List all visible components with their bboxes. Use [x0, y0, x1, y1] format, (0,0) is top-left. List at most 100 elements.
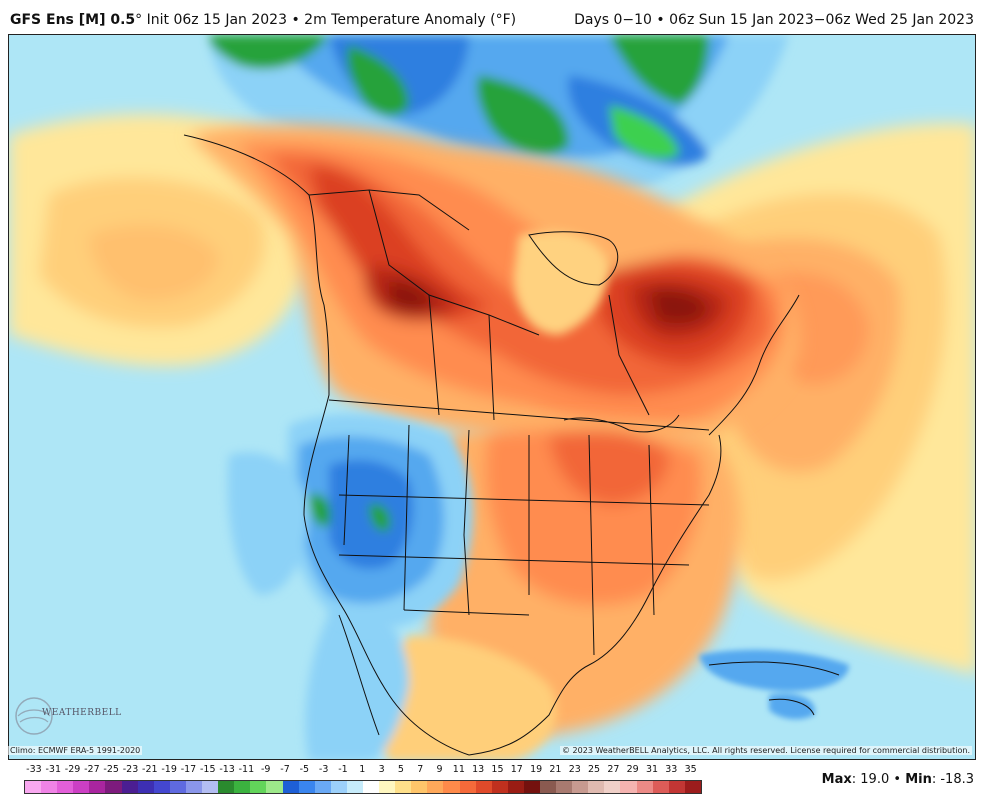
colorbar-tick-label: 1 [359, 764, 366, 775]
colorbar-swatch [153, 781, 170, 793]
colorbar-swatch [652, 781, 669, 793]
colorbar-tick-label: 17 [510, 764, 523, 775]
pacific-warm-anomaly [9, 114, 309, 366]
colorbar-tick-label: -7 [280, 764, 290, 775]
colorbar-tick-label: 35 [684, 764, 697, 775]
max-min-separator: • [893, 772, 902, 787]
colorbar-swatch [491, 781, 508, 793]
colorbar-tick-label: 9 [436, 764, 443, 775]
colorbar-swatch [620, 781, 637, 793]
colorbar-swatch [282, 781, 299, 793]
colorbar-swatch [266, 781, 283, 793]
colorbar-tick-label: -1 [338, 764, 348, 775]
colorbar-swatch [346, 781, 363, 793]
colorbar-tick-label: -27 [84, 764, 100, 775]
map-header: GFS Ens [M] 0.5° Init 06z 15 Jan 2023 • … [0, 0, 984, 34]
colorbar-swatch [427, 781, 444, 793]
min-value: -18.3 [940, 772, 974, 787]
colorbar-tick-label: -13 [219, 764, 235, 775]
title-bullet: • [291, 12, 300, 28]
colorbar-tick-label: 11 [452, 764, 465, 775]
western-us-cold-anomaly [227, 414, 473, 629]
colorbar-tick-label: -21 [142, 764, 158, 775]
colorbar-swatch [137, 781, 154, 793]
colorbar-swatch [25, 781, 42, 793]
colorbar-swatch [459, 781, 476, 793]
colorbar-swatch [41, 781, 58, 793]
colorbar-swatch [395, 781, 412, 793]
colorbar-swatch [523, 781, 540, 793]
max-value: 19.0 [860, 772, 890, 787]
colorbar-swatch [314, 781, 331, 793]
colorbar-tick-label: -11 [238, 764, 255, 775]
colorbar-swatch [507, 781, 524, 793]
colorbar-tick-label: 31 [645, 764, 659, 775]
colorbar-swatch [411, 781, 428, 793]
colorbar-tick-label: 15 [491, 764, 504, 775]
colorbar-tick-label: 33 [665, 764, 678, 775]
colorbar-tick-label: 7 [417, 764, 424, 775]
min-label: Min [905, 772, 932, 787]
colorbar-swatch [105, 781, 122, 793]
colorbar-swatch [540, 781, 557, 793]
colorbar-swatch [202, 781, 219, 793]
colorbar-tick-label: 19 [530, 764, 543, 775]
colorbar-tick-label: 3 [378, 764, 385, 775]
anomaly-map[interactable] [8, 34, 976, 760]
colorbar-swatch [362, 781, 380, 793]
colorbar-tick-label: -31 [45, 764, 62, 775]
logo-text: WEATHERBELL [42, 708, 122, 718]
colorbar-tick-label: -29 [64, 764, 81, 775]
colorbar-tick-label: 27 [607, 764, 620, 775]
colorbar-swatch [169, 781, 186, 793]
colorbar-tick-label: -19 [161, 764, 177, 775]
colorbar-swatch [379, 781, 396, 793]
climo-note: Climo: ECMWF ERA-5 1991-2020 [8, 746, 143, 755]
colorbar-swatch [121, 781, 138, 793]
colorbar-swatch [234, 781, 251, 793]
weatherbell-logo: WEATHERBELL [12, 694, 122, 738]
mexico-anomaly [305, 595, 557, 759]
map-title: GFS Ens [M] 0.5° Init 06z 15 Jan 2023 • … [10, 12, 516, 28]
degree-symbol: ° [135, 12, 143, 28]
max-label: Max [821, 772, 852, 787]
arctic-cold-anomaly [209, 35, 789, 196]
colorbar-swatch [185, 781, 203, 793]
colorbar-tick-label: -33 [26, 764, 42, 775]
colorbar-swatch [73, 781, 90, 793]
colorbar-tick-label: -9 [260, 764, 271, 775]
colorbar-tick-label: -5 [299, 764, 310, 775]
forecast-range: Days 0−10 • 06z Sun 15 Jan 2023−06z Wed … [574, 12, 974, 28]
political-borders [183, 134, 840, 756]
colorbar-tick-label: -15 [200, 764, 216, 775]
colorbar-swatch [475, 781, 492, 793]
colorbar-tick-label: 13 [472, 764, 485, 775]
logo-globe-icon [15, 697, 53, 735]
colorbar-swatch [89, 781, 106, 793]
colorbar-swatch [684, 781, 701, 793]
colorbar-swatch [250, 781, 267, 793]
colorbar-swatch [668, 781, 685, 793]
colorbar-swatch [218, 781, 235, 793]
hudson-bay-area [514, 231, 609, 335]
colorbar-swatch [443, 781, 460, 793]
colorbar-tick-label: 25 [588, 764, 601, 775]
colorbar-tick-label: -17 [180, 764, 197, 775]
colorbar-swatch [556, 781, 573, 793]
max-min-readout: Max: 19.0 • Min: -18.3 [821, 772, 974, 787]
colorbar-swatch [588, 781, 605, 793]
colorbar-swatch [604, 781, 621, 793]
colorbar-tick-label: 23 [568, 764, 581, 775]
colorbar-swatch [330, 781, 347, 793]
colorbar-tick-label: -25 [103, 764, 119, 775]
colorbar-swatch [298, 781, 315, 793]
colorbar-legend: -33 -31 -29 -27 -25 -23 -21 -19 -17 -15 -13 -11 -9 -7… [16, 764, 716, 804]
colorbar-swatch [636, 781, 653, 793]
colorbar-swatch [572, 781, 589, 793]
colorbar-swatches [24, 780, 702, 794]
us-warm-anomaly [429, 420, 741, 735]
copyright-note: © 2023 WeatherBELL Analytics, LLC. All r… [560, 746, 972, 755]
colorbar-tick-label: -23 [122, 764, 139, 775]
map-canvas [9, 35, 975, 759]
colorbar-tick-label: 5 [397, 764, 404, 775]
